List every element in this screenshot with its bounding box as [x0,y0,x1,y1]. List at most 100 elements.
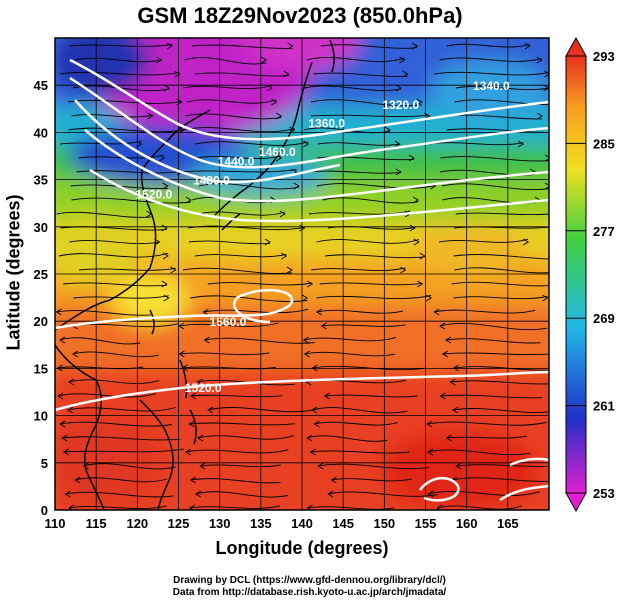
streamline-arrowhead [166,42,173,50]
y-axis-ticks: 0 5 10 15 20 25 30 35 40 45 [34,78,48,518]
streamline [324,394,418,398]
contour-label: 1460.0 [259,145,296,159]
streamline [195,253,287,258]
streamline [189,422,295,426]
x-tick-label: 160 [456,516,478,531]
streamline-arrowhead [154,238,161,246]
streamline-arrowhead [170,266,177,274]
streamline-arrowhead [327,490,334,498]
streamline [451,281,549,287]
streamline-arrowhead [275,154,283,162]
streamline [310,450,410,454]
streamline-arrowhead [445,336,452,344]
streamline [316,183,436,189]
streamline-arrowhead [203,336,210,344]
streamline [318,463,429,470]
y-tick-label: 45 [34,78,48,93]
streamline-arrowhead [68,378,75,386]
y-tick-label: 5 [41,456,48,471]
streamline [311,407,408,414]
streamline [68,99,182,104]
streamline [316,295,432,300]
streamline [197,435,295,440]
streamline [63,282,167,287]
streamline-arrowhead [413,238,420,246]
streamline-arrowhead [330,476,337,484]
streamline-arrowhead [419,252,426,260]
streamline [446,43,530,48]
streamline-arrowhead [317,462,324,470]
streamline-arrowhead [163,294,170,302]
streamline-arrowhead [303,140,310,148]
streamline-arrowhead [411,42,418,50]
streamline-arrowhead [536,56,543,64]
streamline-arrowhead [279,210,286,218]
streamline [178,322,279,327]
streamline [434,71,549,76]
streamline [75,477,168,483]
streamline [321,324,406,327]
streamline-arrowhead [64,490,71,498]
y-tick-label: 30 [34,220,48,235]
streamline-arrowhead [557,281,562,287]
streamline-arrowhead [439,322,446,330]
streamline-arrowhead [194,490,202,498]
x-tick-label: 125 [168,516,190,531]
streamline-arrowhead [452,406,459,414]
streamline-arrowhead [158,154,166,162]
streamline [63,448,184,453]
streamline [441,183,549,191]
colorbar-tick-label: 277 [593,224,615,239]
credits: Drawing by DCL (https://www.gfd-dennou.o… [0,575,619,599]
streamline-arrowhead [551,211,556,217]
streamline [197,155,282,160]
streamline-arrowhead [427,448,434,456]
streamline [56,211,152,218]
x-tick-label: 140 [291,516,313,531]
streamline-arrowhead [394,140,401,148]
streamline [328,491,438,497]
y-tick-label: 10 [34,409,48,424]
y-axis-label: Latitude (degrees) [3,194,24,351]
streamline-arrowhead [57,392,64,400]
streamline [427,421,547,426]
streamline-arrowhead [544,182,549,190]
streamline-arrowhead [433,308,440,316]
x-tick-label: 165 [497,516,519,531]
streamline [203,308,309,314]
streamline-arrowhead [161,280,168,288]
streamline [195,72,289,77]
streamline [442,352,549,356]
streamline [79,267,176,271]
streamline-arrowhead [156,56,163,64]
streamline-arrowhead [287,42,294,50]
streamline [69,505,167,510]
streamline [183,85,273,90]
streamline [57,392,157,398]
streamline-arrowhead [184,448,192,456]
streamline [62,436,181,441]
streamline [65,491,174,498]
streamline [192,44,293,49]
streamline [68,127,184,133]
streamline [204,337,315,344]
colorbar-tick-label: 285 [593,136,615,151]
streamline-arrowhead [61,434,68,442]
streamline-arrowhead [439,392,446,400]
streamline [72,351,159,358]
streamline-arrowhead [316,308,323,316]
streamline [322,197,419,204]
colorbar-scale [565,55,587,494]
streamline-arrowhead [436,504,443,510]
contour-label: 1440.0 [218,154,255,168]
streamline [310,114,430,117]
streamline-arrowhead [323,392,330,400]
streamline [73,295,169,299]
x-axis-ticks: 110 115 120 125 130 135 140 145 150 155 160 165 [45,516,519,531]
contour-label: 1520.0 [135,187,172,201]
streamline [190,478,281,484]
y-tick-label: 35 [34,173,48,188]
streamline [56,310,151,316]
streamline [83,463,176,470]
